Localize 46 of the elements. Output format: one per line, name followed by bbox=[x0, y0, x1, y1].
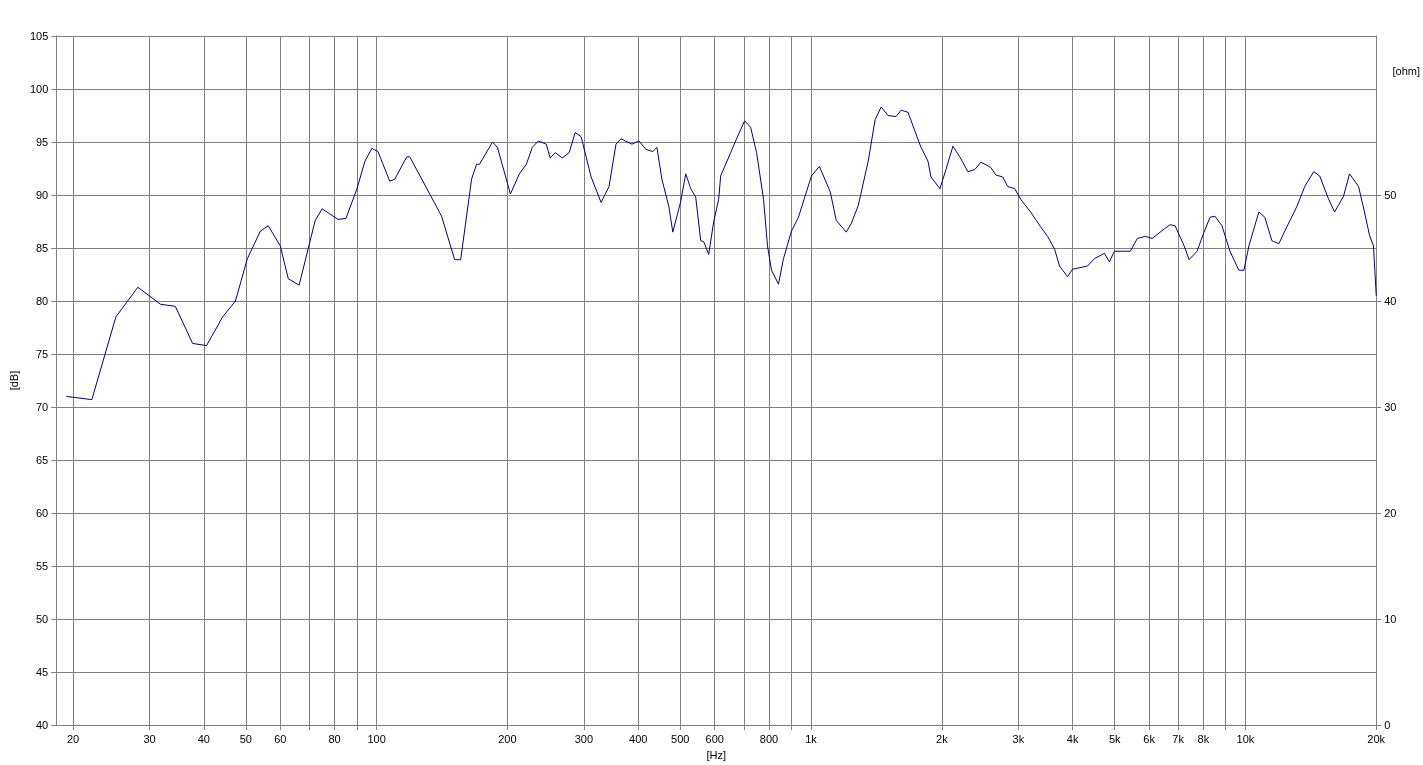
y2-tick-label: 30 bbox=[1384, 401, 1397, 414]
x-tick-label: 60 bbox=[274, 732, 287, 745]
x-tick-label: 6k bbox=[1143, 732, 1156, 745]
y-tick-label: 45 bbox=[36, 666, 49, 679]
y2-tick-label: 10 bbox=[1384, 613, 1397, 626]
y2-tick-label: 20 bbox=[1384, 507, 1397, 520]
y-tick-label: 90 bbox=[36, 189, 49, 202]
x-tick-label: 40 bbox=[197, 732, 210, 745]
x-tick-label: 30 bbox=[143, 732, 156, 745]
x-tick-label: 100 bbox=[367, 732, 386, 745]
y-tick-label: 65 bbox=[36, 454, 49, 467]
x-tick-label: 5k bbox=[1108, 732, 1122, 745]
y-tick-label: 40 bbox=[36, 719, 49, 732]
x-tick-label: 200 bbox=[498, 732, 517, 745]
x-tick-label: 3k bbox=[1012, 732, 1025, 745]
x-tick-label: 10k bbox=[1236, 732, 1255, 745]
y-tick-label: 100 bbox=[29, 83, 49, 96]
y2-tick-label: 0 bbox=[1384, 719, 1391, 732]
x-tick-label: 4k bbox=[1066, 732, 1079, 745]
y-tick-label: 60 bbox=[36, 507, 49, 520]
y-tick-label: 75 bbox=[36, 348, 49, 361]
x-tick-label: 1k bbox=[805, 732, 818, 745]
x-tick-label: 300 bbox=[574, 732, 594, 745]
x-tick-label: 50 bbox=[239, 732, 253, 745]
x-tick-label: 400 bbox=[629, 732, 648, 745]
y-axis-title: [dB] bbox=[7, 370, 20, 391]
y-tick-label: 70 bbox=[36, 401, 49, 414]
x-tick-label: 20k bbox=[1367, 732, 1386, 745]
y-tick-label: 50 bbox=[36, 613, 49, 626]
x-tick-label: 80 bbox=[328, 732, 341, 745]
y-tick-label: 105 bbox=[29, 30, 49, 42]
x-tick-label: 2k bbox=[936, 732, 949, 745]
y-tick-label: 95 bbox=[36, 136, 49, 149]
y2-tick-label: 50 bbox=[1384, 189, 1397, 202]
y-tick-label: 55 bbox=[36, 560, 49, 573]
x-axis-title: [Hz] bbox=[706, 748, 727, 761]
x-tick-label: 7k bbox=[1172, 732, 1185, 745]
x-tick-label: 500 bbox=[671, 732, 690, 745]
x-tick-label: 8k bbox=[1197, 732, 1210, 745]
x-tick-label: 800 bbox=[759, 732, 779, 745]
y2-axis-title: [ohm] bbox=[1392, 64, 1420, 77]
x-tick-label: 20 bbox=[66, 732, 80, 745]
y2-tick-label: 40 bbox=[1384, 295, 1397, 308]
y-tick-label: 80 bbox=[36, 295, 49, 308]
x-tick-label: 600 bbox=[705, 732, 724, 745]
y-tick-label: 85 bbox=[36, 242, 49, 255]
